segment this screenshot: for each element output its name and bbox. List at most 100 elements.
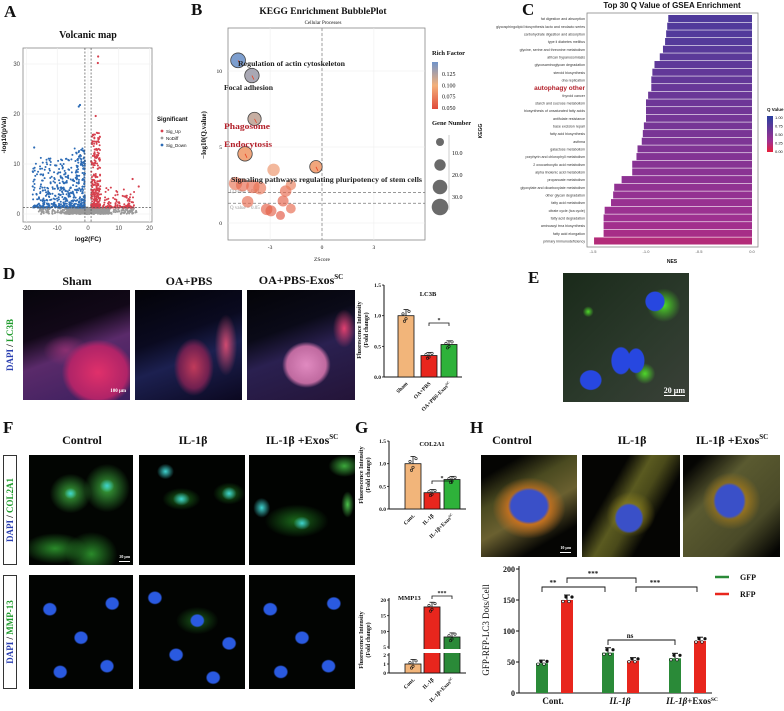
data-point — [433, 602, 437, 606]
category-label: starch and sucrose metabolism — [535, 102, 585, 106]
point-sig-down — [67, 174, 70, 177]
point-sig-down — [81, 185, 84, 188]
point-nodiff — [80, 212, 83, 215]
y-axis-label-line: (Fold change) — [365, 622, 372, 657]
data-point — [700, 640, 704, 644]
data-point — [414, 457, 418, 461]
scale-bar: 20 μm — [663, 386, 685, 396]
data-point — [633, 660, 637, 664]
data-point — [539, 659, 543, 663]
size-legend-circle — [432, 179, 448, 195]
legend-item: Sig_Down — [166, 143, 187, 148]
data-point — [424, 353, 428, 357]
point-sig-down — [61, 167, 64, 170]
y-tick-label: 150 — [503, 596, 515, 605]
point-sig-down — [69, 191, 72, 194]
micrograph-oa-pbs-exos — [247, 290, 355, 400]
plot-frame — [22, 47, 153, 223]
x-tick-label: 0.0 — [749, 249, 755, 254]
point-sig-down — [31, 185, 34, 188]
point-sig-up — [98, 193, 101, 196]
point-sig-up — [122, 188, 125, 191]
point-sig-up — [125, 194, 128, 197]
label-main: IL-1β — [422, 513, 436, 527]
bubble — [241, 195, 254, 208]
point-sig-up — [100, 193, 103, 196]
data-point — [427, 490, 431, 494]
y-tick-label: 1.5 — [379, 439, 386, 445]
point-sig-down — [35, 192, 38, 195]
point-sig-down — [53, 201, 56, 204]
point-sig-up — [97, 141, 100, 144]
f-col-title: IL-1β +ExosSC — [265, 433, 339, 447]
data-point — [430, 351, 434, 355]
x-axis-label: ZScore — [314, 257, 330, 263]
point-sig-down — [43, 186, 46, 189]
pathway-label: Focal adhesion — [224, 83, 274, 92]
point-nodiff — [51, 212, 54, 215]
bar-gfp — [669, 658, 681, 693]
y-tick-label: 1 — [383, 662, 386, 668]
point-sig-down — [39, 156, 42, 159]
point-sig-down — [57, 205, 60, 208]
point-sig-down — [61, 196, 64, 199]
data-point — [447, 344, 451, 348]
category-label: fat digestion and absorption — [541, 17, 585, 21]
q-value-colorbar — [767, 116, 773, 152]
point-sig-down — [62, 198, 65, 201]
point-sig-down — [59, 171, 62, 174]
category-label: primary immunodeficiency — [543, 240, 585, 244]
point-nodiff — [83, 209, 86, 212]
point-sig-up — [132, 204, 135, 207]
point-sig-up — [117, 201, 120, 204]
significance-bracket — [428, 322, 450, 326]
colorbar-tick: 0.100 — [442, 83, 456, 89]
data-point — [447, 477, 451, 481]
category-label: Sham — [396, 381, 410, 395]
point-sig-down — [62, 186, 65, 189]
panel-label-b: B — [191, 0, 203, 19]
data-point — [411, 465, 415, 469]
x-tick-label: 20 — [146, 226, 153, 232]
micrograph-il1b-exos-col2a1 — [249, 455, 355, 565]
data-point — [430, 607, 434, 611]
category-label: dna replication — [562, 78, 585, 82]
point-sig-down — [41, 186, 44, 189]
data-point — [409, 468, 413, 472]
point-sig-up — [91, 135, 94, 138]
point-sig-down — [41, 200, 44, 203]
point-sig-down — [68, 189, 71, 192]
bar — [632, 160, 752, 168]
colorbar-tick: 0.075 — [442, 95, 456, 101]
legend-item: RFP — [740, 590, 756, 599]
point-sig-down — [76, 171, 79, 174]
point-sig-down — [39, 167, 42, 170]
category-label: IL-1β+ExosSC — [665, 696, 718, 706]
point-sig-down — [56, 172, 59, 175]
y-tick-label: 5 — [219, 145, 222, 151]
label-main: IL-1β — [665, 696, 687, 706]
category-label: alpha linolenic acid metabolism — [535, 171, 585, 175]
point-sig-down — [47, 195, 50, 198]
point-sig-down — [69, 186, 72, 189]
point-sig-up — [123, 203, 126, 206]
point-sig-up — [95, 188, 98, 191]
data-point — [407, 309, 411, 313]
micrograph-control-mmp13 — [29, 575, 133, 689]
scale-bar: 10 μm — [560, 544, 571, 553]
y-tick-label: 5 — [383, 645, 386, 651]
y-axis-label: Fluorescence Intensity(Fold change) — [359, 446, 372, 503]
bar — [668, 15, 752, 23]
point-sig-down — [41, 189, 44, 192]
point-sig-up — [125, 196, 128, 199]
point-sig-down — [65, 157, 68, 160]
colorbar-tick: 0.25 — [775, 141, 784, 146]
point-sig-down — [57, 196, 60, 199]
bar — [603, 222, 752, 230]
y-tick-label: 1.0 — [374, 314, 381, 320]
point-sig-down — [77, 182, 80, 185]
point-sig-down — [52, 197, 55, 200]
x-axis-label: NES — [667, 259, 678, 265]
point-sig-up — [93, 205, 96, 208]
bar — [654, 61, 752, 69]
